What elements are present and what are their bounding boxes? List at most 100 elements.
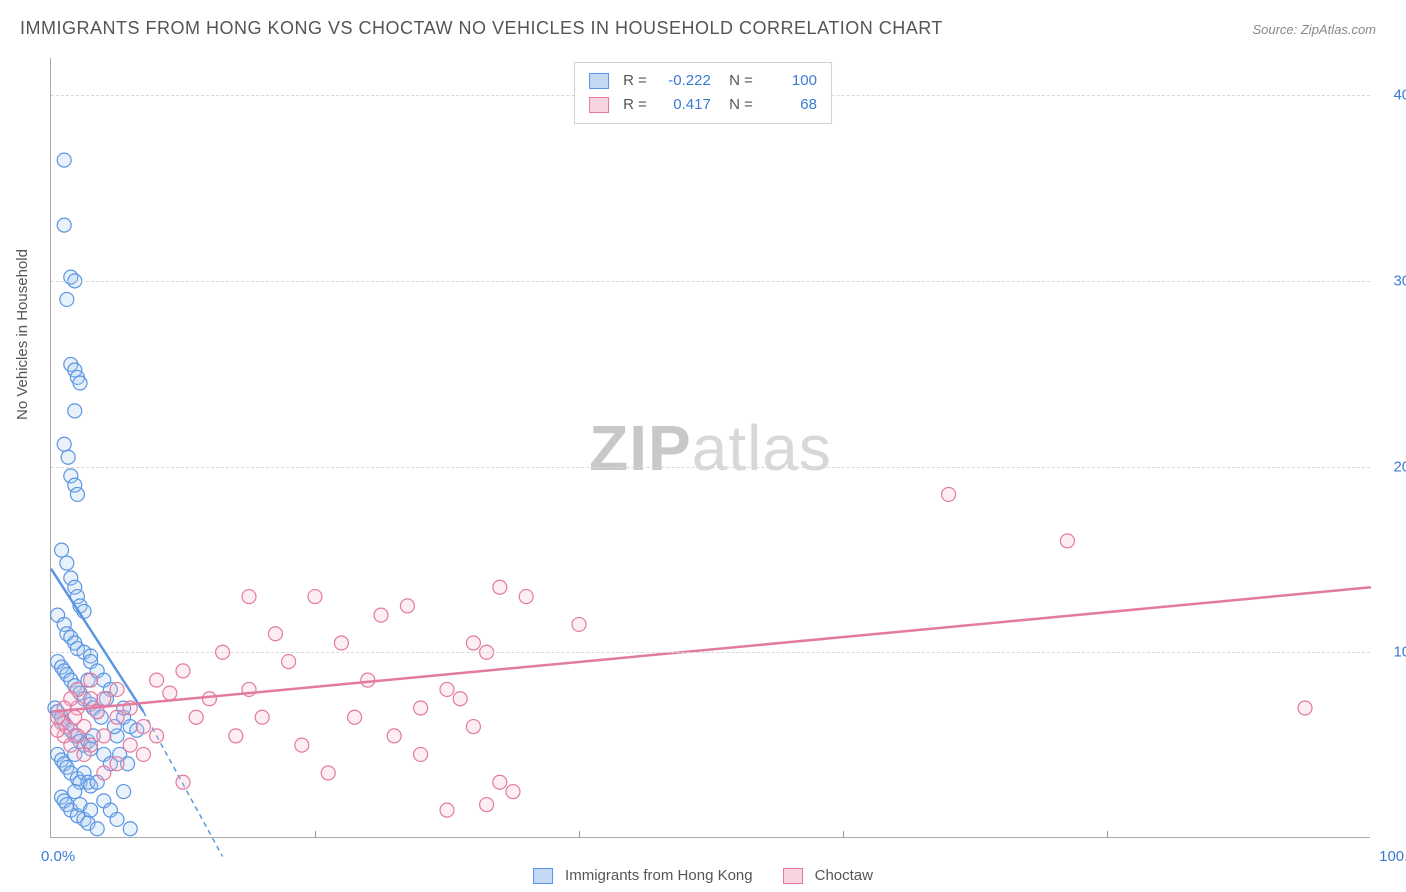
data-point-choctaw <box>519 590 533 604</box>
x-tick <box>315 831 316 838</box>
data-point-hongkong <box>117 785 131 799</box>
data-point-choctaw <box>942 487 956 501</box>
gridline <box>51 281 1370 282</box>
data-point-choctaw <box>84 692 98 706</box>
data-point-choctaw <box>77 747 91 761</box>
data-point-choctaw <box>268 627 282 641</box>
data-point-choctaw <box>453 692 467 706</box>
data-point-choctaw <box>506 785 520 799</box>
stats-row-hongkong: R = -0.222 N = 100 <box>589 69 817 93</box>
gridline <box>51 652 1370 653</box>
n-value-hongkong: 100 <box>763 69 817 93</box>
data-point-choctaw <box>176 664 190 678</box>
data-point-choctaw <box>414 747 428 761</box>
chart-title: IMMIGRANTS FROM HONG KONG VS CHOCTAW NO … <box>20 18 943 39</box>
y-tick-label: 30.0% <box>1393 272 1406 289</box>
data-point-choctaw <box>97 766 111 780</box>
y-tick-label: 20.0% <box>1393 458 1406 475</box>
data-point-choctaw <box>400 599 414 613</box>
bottom-legend: Immigrants from Hong Kong Choctaw <box>533 867 873 884</box>
legend-label-choctaw: Choctaw <box>815 867 873 884</box>
data-point-choctaw <box>480 798 494 812</box>
data-point-choctaw <box>176 775 190 789</box>
legend-swatch-choctaw <box>783 868 803 884</box>
data-point-choctaw <box>295 738 309 752</box>
trendline-choctaw <box>51 587 1371 711</box>
data-point-choctaw <box>150 729 164 743</box>
swatch-hongkong <box>589 73 609 89</box>
data-point-choctaw <box>466 636 480 650</box>
data-point-hongkong <box>60 292 74 306</box>
data-point-hongkong <box>73 376 87 390</box>
r-value-choctaw: 0.417 <box>657 93 711 117</box>
data-point-choctaw <box>110 710 124 724</box>
data-point-hongkong <box>68 404 82 418</box>
data-point-choctaw <box>493 775 507 789</box>
data-point-choctaw <box>110 682 124 696</box>
data-point-hongkong <box>70 487 84 501</box>
legend-swatch-hongkong <box>533 868 553 884</box>
data-point-hongkong <box>110 812 124 826</box>
data-point-choctaw <box>440 682 454 696</box>
data-point-choctaw <box>572 617 586 631</box>
data-point-choctaw <box>110 757 124 771</box>
data-point-choctaw <box>84 673 98 687</box>
stats-row-choctaw: R = 0.417 N = 68 <box>589 93 817 117</box>
r-value-hongkong: -0.222 <box>657 69 711 93</box>
data-point-choctaw <box>1298 701 1312 715</box>
data-point-choctaw <box>348 710 362 724</box>
x-tick <box>579 831 580 838</box>
data-point-choctaw <box>493 580 507 594</box>
data-point-hongkong <box>90 822 104 836</box>
data-point-choctaw <box>123 738 137 752</box>
y-axis-title: No Vehicles in Household <box>14 249 31 420</box>
swatch-choctaw <box>589 97 609 113</box>
data-point-choctaw <box>136 747 150 761</box>
data-point-hongkong <box>57 437 71 451</box>
gridline <box>51 467 1370 468</box>
data-point-choctaw <box>229 729 243 743</box>
data-point-choctaw <box>51 723 65 737</box>
data-point-choctaw <box>255 710 269 724</box>
data-point-choctaw <box>97 729 111 743</box>
stats-legend: R = -0.222 N = 100 R = 0.417 N = 68 <box>574 62 832 124</box>
data-point-choctaw <box>163 686 177 700</box>
data-point-hongkong <box>61 450 75 464</box>
y-tick-label: 40.0% <box>1393 87 1406 104</box>
x-axis-min-label: 0.0% <box>41 848 75 865</box>
data-point-choctaw <box>136 720 150 734</box>
data-point-hongkong <box>57 218 71 232</box>
data-point-choctaw <box>374 608 388 622</box>
data-point-choctaw <box>202 692 216 706</box>
data-point-choctaw <box>1060 534 1074 548</box>
legend-item-choctaw: Choctaw <box>783 867 873 884</box>
data-point-choctaw <box>97 692 111 706</box>
y-tick-label: 10.0% <box>1393 644 1406 661</box>
source-label: Source: ZipAtlas.com <box>1252 22 1376 37</box>
data-point-hongkong <box>60 556 74 570</box>
data-point-hongkong <box>123 822 137 836</box>
scatter-plot-svg <box>51 58 1370 837</box>
x-axis-max-label: 100.0% <box>1379 848 1406 865</box>
chart-area: ZIPatlas 0.0% 100.0% 10.0%20.0%30.0%40.0… <box>50 58 1370 838</box>
data-point-choctaw <box>189 710 203 724</box>
n-value-choctaw: 68 <box>763 93 817 117</box>
x-tick <box>843 831 844 838</box>
data-point-choctaw <box>334 636 348 650</box>
data-point-choctaw <box>282 655 296 669</box>
data-point-choctaw <box>440 803 454 817</box>
legend-label-hongkong: Immigrants from Hong Kong <box>565 867 753 884</box>
x-tick <box>1107 831 1108 838</box>
data-point-choctaw <box>150 673 164 687</box>
data-point-choctaw <box>414 701 428 715</box>
data-point-hongkong <box>55 543 69 557</box>
data-point-choctaw <box>466 720 480 734</box>
data-point-choctaw <box>242 590 256 604</box>
data-point-choctaw <box>321 766 335 780</box>
data-point-hongkong <box>57 153 71 167</box>
data-point-hongkong <box>68 785 82 799</box>
data-point-choctaw <box>387 729 401 743</box>
data-point-choctaw <box>308 590 322 604</box>
data-point-hongkong <box>84 803 98 817</box>
legend-item-hongkong: Immigrants from Hong Kong <box>533 867 753 884</box>
